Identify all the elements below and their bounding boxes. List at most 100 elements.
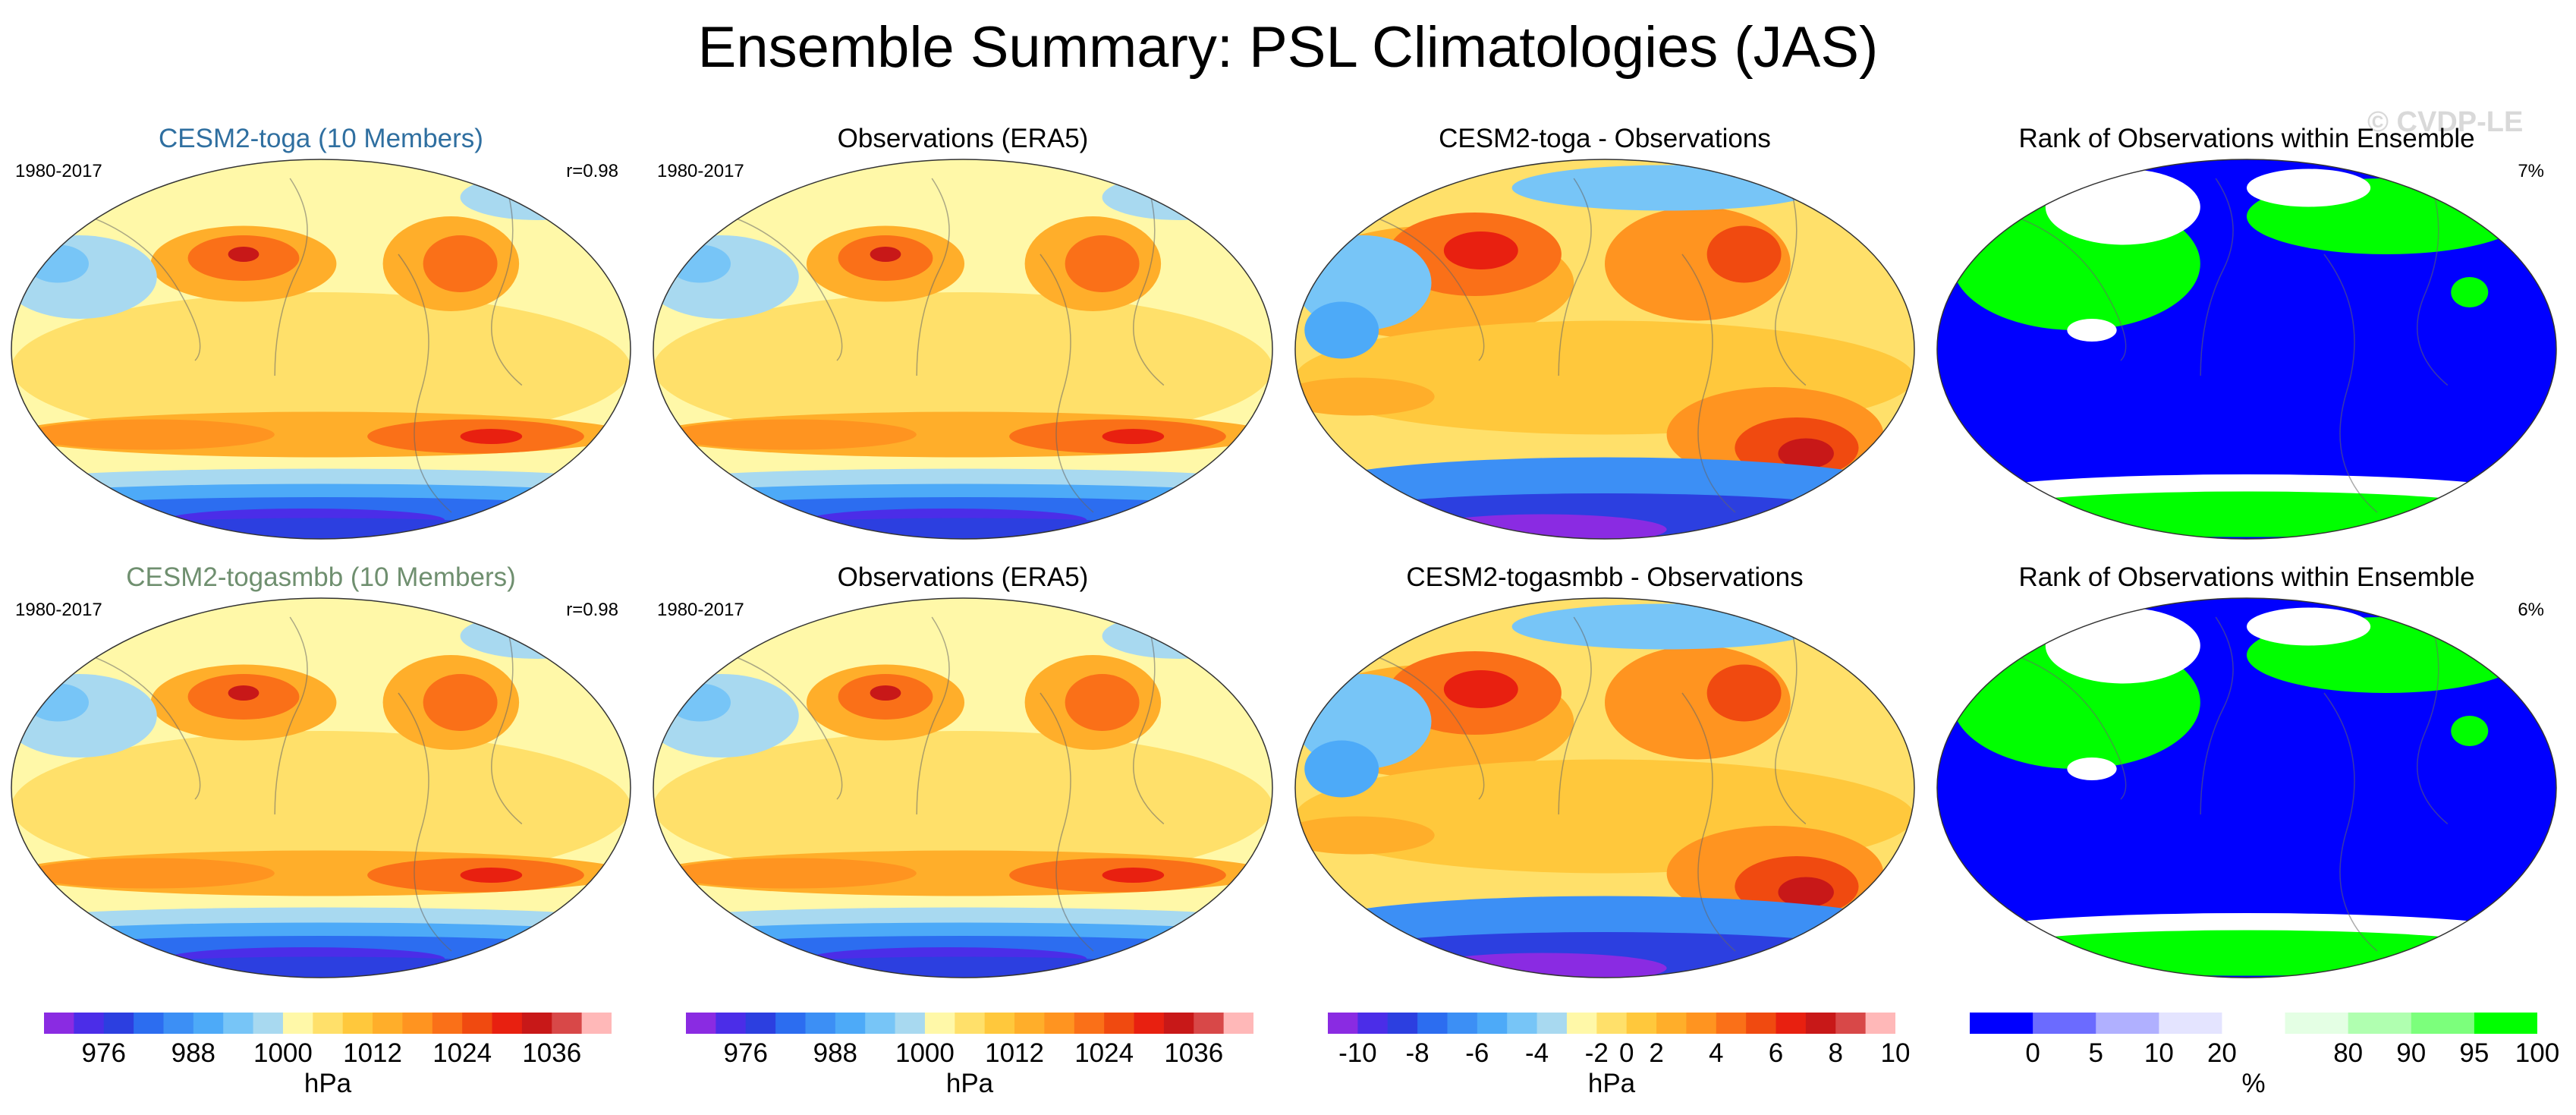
field-contour (870, 247, 901, 262)
map-diff (1294, 159, 1915, 540)
colorbar-swatch (955, 1013, 986, 1034)
field-contour (423, 235, 498, 292)
colorbar-swatch (1776, 1013, 1807, 1034)
colorbar-swatch (1447, 1013, 1478, 1034)
colorbar-swatch (2348, 1013, 2412, 1034)
colorbar-tick-label: 20 (2206, 1038, 2237, 1068)
field-contour (1443, 232, 1518, 269)
map-border (1936, 159, 2557, 540)
colorbar-tick-label: -6 (1465, 1038, 1489, 1068)
colorbar-tick-label: 976 (81, 1038, 126, 1068)
map-diff (1294, 597, 1915, 978)
colorbar-unit-label: hPa (945, 1069, 994, 1098)
colorbar-swatch (552, 1013, 583, 1034)
panel-title: Rank of Observations within Ensemble (2018, 124, 2475, 153)
field-contour (1511, 165, 1822, 211)
field-contour (228, 247, 259, 262)
panel-title: CESM2-toga - Observations (1439, 124, 1771, 153)
map-model (11, 597, 631, 978)
colorbar-tick-label: 10 (1880, 1038, 1911, 1068)
panel-stat: r=0.98 (566, 600, 618, 620)
colorbar (686, 1013, 1253, 1034)
map-border (11, 597, 631, 978)
colorbar-swatch (1805, 1013, 1836, 1034)
colorbar-unit-label: hPa (1587, 1069, 1636, 1098)
colorbar-swatch (163, 1013, 194, 1034)
colorbar-swatch (462, 1013, 493, 1034)
field-contour (27, 858, 275, 889)
map-rank (1936, 597, 2557, 978)
colorbar-swatch (74, 1013, 105, 1034)
colorbar (44, 1013, 612, 1034)
colorbar-swatch (521, 1013, 552, 1034)
colorbar-tick-label: 0 (1618, 1038, 1634, 1068)
coastline (2014, 616, 2449, 952)
field-contour (1295, 816, 1435, 855)
colorbar-tick-label: 10 (2144, 1038, 2174, 1068)
colorbar-swatch (2096, 1013, 2159, 1034)
field-contour (1065, 235, 1140, 292)
colorbar-tick-label: 988 (171, 1038, 216, 1068)
colorbar-swatch (373, 1013, 403, 1034)
panel-title: Observations (ERA5) (837, 124, 1089, 153)
colorbar-swatch (1835, 1013, 1867, 1034)
colorbar-swatch (2033, 1013, 2096, 1034)
map-obs (653, 159, 1273, 540)
panel-title: CESM2-togasmbb (10 Members) (126, 562, 516, 592)
colorbar-tick-label: 95 (2459, 1038, 2490, 1068)
panel-title: CESM2-toga (10 Members) (159, 124, 483, 153)
colorbar-unit-label: hPa (304, 1069, 352, 1098)
colorbar-swatch (1328, 1013, 1358, 1034)
colorbar-swatch (492, 1013, 523, 1034)
colorbar-swatch (1477, 1013, 1508, 1034)
field-contour (1065, 674, 1140, 731)
field-contour (1419, 514, 1667, 539)
field-contour (2045, 169, 2200, 245)
field-contour (27, 419, 275, 450)
colorbar-swatch (193, 1013, 224, 1034)
colorbar-swatch (1626, 1013, 1657, 1034)
field-contour (1295, 377, 1435, 416)
colorbar-swatch (1163, 1013, 1194, 1034)
colorbar-swatch (745, 1013, 776, 1034)
colorbar-swatch (775, 1013, 806, 1034)
field-contour (668, 683, 731, 722)
colorbar-swatch (924, 1013, 955, 1034)
field-contour (1511, 603, 1822, 650)
colorbar-swatch (1014, 1013, 1045, 1034)
field-contour (104, 518, 538, 539)
colorbar-tick-label: 1000 (895, 1038, 955, 1068)
main-title: Ensemble Summary: PSL Climatologies (JAS… (697, 15, 1879, 80)
coastline (1372, 178, 1807, 513)
colorbar-tick-label: 1012 (985, 1038, 1044, 1068)
colorbar-swatch (1970, 1013, 2033, 1034)
watermark: © CVDP-LE (2367, 106, 2524, 138)
coastline (88, 616, 523, 952)
coastline (88, 178, 523, 513)
colorbar-swatch (1104, 1013, 1135, 1034)
colorbar-swatch (342, 1013, 373, 1034)
map-border (1294, 159, 1915, 540)
colorbar-swatch (44, 1013, 74, 1034)
colorbar-swatch (865, 1013, 896, 1034)
colorbar-swatch (1417, 1013, 1448, 1034)
colorbar-tick-label: 90 (2396, 1038, 2427, 1068)
colorbar-swatch (402, 1013, 433, 1034)
field-contour (1967, 491, 2526, 537)
coastline (730, 178, 1165, 513)
colorbar-swatch (1387, 1013, 1418, 1034)
field-contour (1304, 740, 1379, 798)
field-contour (746, 956, 1180, 978)
map-border (11, 159, 631, 540)
coastline (730, 616, 1165, 952)
colorbar-tick-label: 80 (2333, 1038, 2364, 1068)
field-contour (2451, 277, 2489, 307)
colorbar-swatch (686, 1013, 716, 1034)
colorbar-swatch (1656, 1013, 1687, 1034)
field-contour (11, 731, 631, 883)
colorbar-swatch (1596, 1013, 1628, 1034)
colorbar-swatch (2222, 1013, 2286, 1034)
panel-stat: 7% (2518, 161, 2544, 181)
field-contour (460, 429, 523, 444)
colorbar-tick-label: 1012 (343, 1038, 402, 1068)
